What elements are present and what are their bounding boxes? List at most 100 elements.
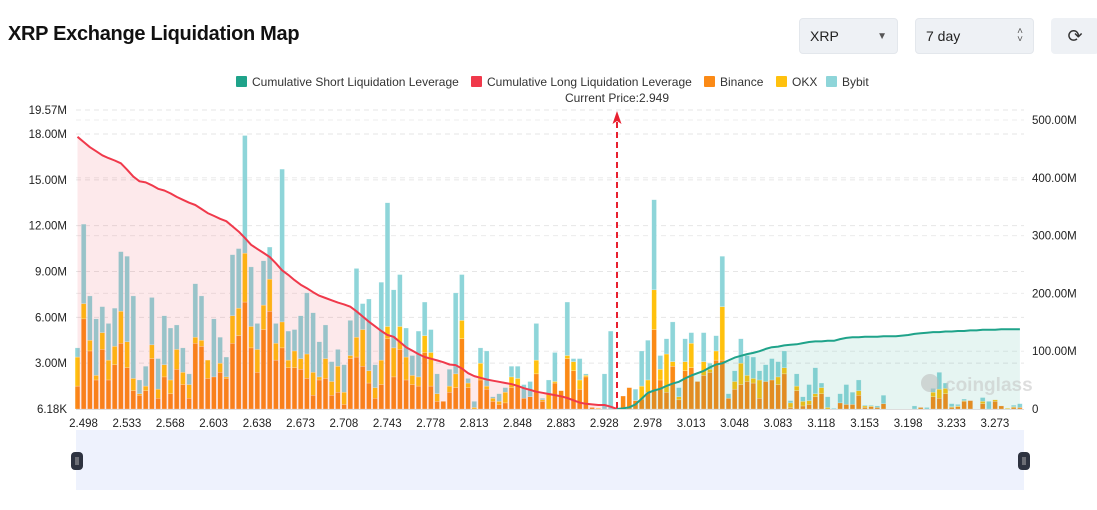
x-tick-label: 3.083	[764, 418, 793, 430]
bar-bybit	[825, 396, 831, 408]
bar-bybit	[812, 367, 818, 394]
bar-bybit	[676, 387, 682, 397]
x-tick-label: 3.153	[850, 418, 879, 430]
x-tick-label: 2.883	[547, 418, 576, 430]
refresh-icon: ⟳	[1067, 25, 1083, 46]
bar-okx	[583, 375, 589, 378]
bar-bybit	[143, 366, 149, 387]
coin-select[interactable]: XRP ▼	[799, 18, 898, 54]
bar-bybit	[862, 404, 868, 407]
bar-okx	[682, 361, 688, 372]
bar-bybit	[713, 335, 719, 352]
bar-bybit	[806, 384, 812, 401]
y-left-tick-label: 6.00M	[35, 312, 67, 324]
bar-okx	[570, 361, 577, 372]
bar-bybit	[112, 307, 118, 347]
bar-bybit	[161, 315, 167, 365]
x-tick-label: 2.568	[156, 418, 185, 430]
bar-bybit	[508, 366, 515, 378]
bar-bybit	[688, 332, 694, 344]
bar-bybit	[341, 364, 347, 393]
bar-bybit	[366, 298, 372, 372]
bar-bybit	[682, 338, 688, 362]
bar-bybit	[136, 379, 143, 394]
bar-bybit	[223, 356, 229, 378]
chevron-down-icon: ▼	[877, 30, 887, 42]
bar-bybit	[515, 366, 521, 379]
slider-right-handle[interactable]	[1018, 452, 1030, 470]
bar-bybit	[843, 384, 849, 405]
bar-okx	[688, 343, 694, 368]
bar-bybit	[874, 405, 880, 408]
bar-okx	[645, 379, 651, 393]
bar-bybit	[409, 355, 415, 376]
bar-bybit	[329, 361, 335, 382]
bar-bybit	[800, 396, 806, 402]
bar-okx	[670, 361, 676, 367]
x-tick-label: 3.118	[807, 418, 835, 430]
y-left-tick-label: 18.00M	[29, 129, 67, 141]
x-tick-label: 2.928	[590, 418, 619, 430]
bar-okx	[651, 289, 657, 330]
bar-bybit	[198, 295, 205, 341]
x-tick-label: 3.013	[677, 418, 706, 430]
y-right-tick-label: 300.00M	[1032, 231, 1077, 243]
current-price-arrow-icon	[612, 111, 622, 124]
bar-bybit	[484, 350, 490, 387]
bar-bybit	[130, 295, 136, 379]
bar-bybit	[657, 355, 663, 370]
y-left-tick-label: 19.57M	[29, 105, 67, 117]
watermark-logo: coinglass	[921, 374, 1033, 396]
bar-bybit	[99, 306, 105, 333]
bar-bybit	[174, 324, 180, 350]
x-tick-label: 2.603	[199, 418, 228, 430]
bar-bybit	[391, 289, 397, 349]
bar-bybit	[81, 223, 87, 304]
legend-swatch	[704, 76, 715, 87]
bar-bybit	[124, 256, 130, 342]
refresh-button[interactable]: ⟳	[1051, 18, 1097, 54]
bar-bybit	[316, 341, 322, 378]
range-slider[interactable]	[76, 430, 1024, 490]
y-left-tick-label: 6.18K	[37, 404, 67, 416]
x-tick-label: 2.708	[330, 418, 359, 430]
bar-bybit	[149, 297, 155, 346]
y-right-tick-label: 500.00M	[1032, 115, 1077, 127]
bar-bybit	[347, 320, 353, 356]
bar-bybit	[267, 246, 273, 280]
bar-bybit	[942, 382, 949, 389]
bar-okx	[564, 355, 570, 359]
bar-bybit	[229, 254, 236, 317]
bar-bybit	[577, 358, 583, 381]
bar-bybit	[446, 369, 453, 387]
legend: Cumulative Short Liquidation Leverage Cum…	[236, 75, 869, 89]
period-select[interactable]: 7 day ˄ ˅	[915, 18, 1034, 54]
bar-bybit	[608, 330, 614, 410]
bar-bybit	[180, 347, 186, 373]
page-title: XRP Exchange Liquidation Map	[8, 23, 300, 45]
bar-bybit	[769, 358, 775, 381]
x-tick-label: 3.198	[894, 418, 923, 430]
bar-okx	[713, 350, 719, 361]
cumulative-short-line	[616, 328, 1020, 410]
slider-left-handle[interactable]	[71, 452, 83, 470]
bar-bybit	[260, 260, 267, 306]
bar-bybit	[422, 301, 428, 336]
bar-bybit	[372, 364, 378, 388]
bar-bybit	[403, 327, 409, 358]
bar-bybit	[291, 329, 298, 352]
bar-bybit	[775, 361, 781, 378]
cumulative-long-line	[76, 136, 618, 410]
bar-bybit	[955, 404, 961, 407]
bar-bybit	[118, 251, 124, 312]
legend-swatch	[776, 76, 787, 87]
bar-okx	[657, 369, 663, 381]
x-tick-label: 3.233	[937, 418, 966, 430]
bar-bybit	[490, 396, 496, 399]
bar-bybit	[335, 349, 341, 367]
x-tick-label: 2.813	[460, 418, 489, 430]
bar-bybit	[273, 323, 279, 344]
bar-bybit	[663, 338, 670, 355]
bar-okx	[422, 335, 428, 353]
legend-item: Cumulative Long Liquidation Leverage	[487, 75, 692, 89]
